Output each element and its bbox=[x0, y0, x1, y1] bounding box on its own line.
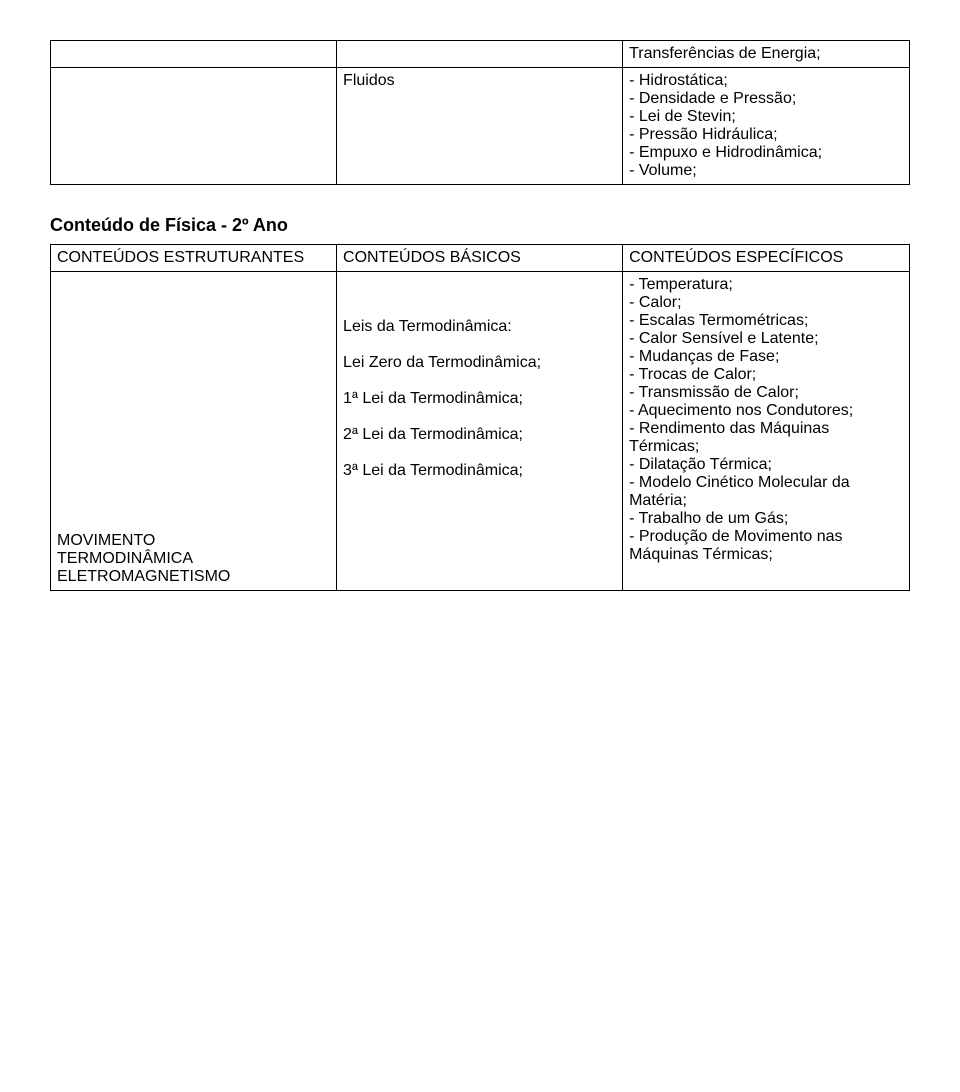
list-item: - Hidrostática; bbox=[629, 72, 903, 90]
list-item: TERMODINÂMICA bbox=[57, 550, 330, 568]
list-item: - Calor Sensível e Latente; bbox=[629, 330, 903, 348]
cell-transferencias: Transferências de Energia; bbox=[623, 41, 910, 68]
list-item: - Empuxo e Hidrodinâmica; bbox=[629, 144, 903, 162]
list-item: - Calor; bbox=[629, 294, 903, 312]
table-header-row: CONTEÚDOS ESTRUTURANTES CONTEÚDOS BÁSICO… bbox=[51, 245, 910, 272]
list-item: - Produção de Movimento nas Máquinas Tér… bbox=[629, 528, 903, 564]
list-item: 2ª Lei da Termodinâmica; bbox=[343, 426, 616, 444]
list-item: - Pressão Hidráulica; bbox=[629, 126, 903, 144]
list-item: - Rendimento das Máquinas Térmicas; bbox=[629, 420, 903, 456]
list-item: - Trocas de Calor; bbox=[629, 366, 903, 384]
col-header-especificos: CONTEÚDOS ESPECÍFICOS bbox=[623, 245, 910, 272]
col-header-estruturantes: CONTEÚDOS ESTRUTURANTES bbox=[51, 245, 337, 272]
list-item: - Volume; bbox=[629, 162, 903, 180]
list-item: - Modelo Cinético Molecular da Matéria; bbox=[629, 474, 903, 510]
list-item: MOVIMENTO bbox=[57, 532, 330, 550]
table-row: MOVIMENTOTERMODINÂMICAELETROMAGNETISMO L… bbox=[51, 272, 910, 591]
cell-fluidos-label: Fluidos bbox=[337, 68, 623, 185]
main-table: CONTEÚDOS ESTRUTURANTES CONTEÚDOS BÁSICO… bbox=[50, 244, 910, 591]
cell-estruturantes: MOVIMENTOTERMODINÂMICAELETROMAGNETISMO bbox=[51, 272, 337, 591]
cell-empty bbox=[337, 41, 623, 68]
list-item: 3ª Lei da Termodinâmica; bbox=[343, 462, 616, 480]
section-title: Conteúdo de Física - 2º Ano bbox=[50, 215, 910, 236]
list-item: 1ª Lei da Termodinâmica; bbox=[343, 390, 616, 408]
top-table: Transferências de Energia; Fluidos - Hid… bbox=[50, 40, 910, 185]
cell-fluidos-items: - Hidrostática;- Densidade e Pressão;- L… bbox=[623, 68, 910, 185]
cell-empty bbox=[51, 68, 337, 185]
cell-basicos: Leis da Termodinâmica: Lei Zero da Termod… bbox=[337, 272, 623, 591]
list-item: Lei Zero da Termodinâmica; bbox=[343, 354, 616, 372]
list-item: - Temperatura; bbox=[629, 276, 903, 294]
list-item: - Transmissão de Calor; bbox=[629, 384, 903, 402]
list-item: - Trabalho de um Gás; bbox=[629, 510, 903, 528]
list-item: - Mudanças de Fase; bbox=[629, 348, 903, 366]
table-row: Transferências de Energia; bbox=[51, 41, 910, 68]
list-item: Leis da Termodinâmica: bbox=[343, 318, 616, 336]
list-item: - Densidade e Pressão; bbox=[629, 90, 903, 108]
list-item: - Lei de Stevin; bbox=[629, 108, 903, 126]
list-item: - Aquecimento nos Condutores; bbox=[629, 402, 903, 420]
list-item: - Escalas Termométricas; bbox=[629, 312, 903, 330]
list-item: - Dilatação Térmica; bbox=[629, 456, 903, 474]
col-header-basicos: CONTEÚDOS BÁSICOS bbox=[337, 245, 623, 272]
list-item: ELETROMAGNETISMO bbox=[57, 568, 330, 586]
cell-especificos: - Temperatura;- Calor;- Escalas Termomét… bbox=[623, 272, 910, 591]
cell-empty bbox=[51, 41, 337, 68]
table-row: Fluidos - Hidrostática;- Densidade e Pre… bbox=[51, 68, 910, 185]
